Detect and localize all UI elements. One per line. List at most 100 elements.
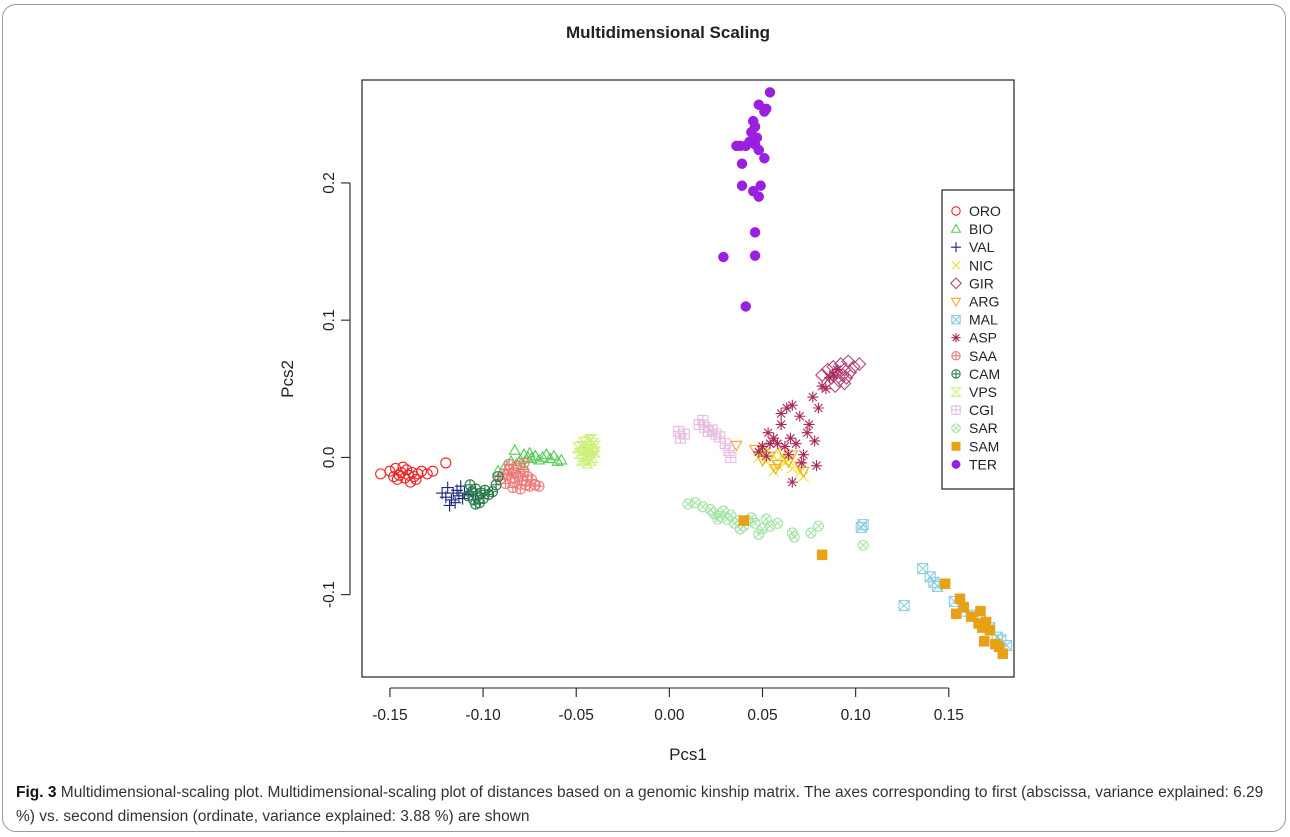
data-point xyxy=(704,504,716,516)
data-point xyxy=(816,380,828,392)
data-point xyxy=(697,414,709,426)
data-point xyxy=(464,479,476,491)
data-point xyxy=(439,491,452,504)
data-point xyxy=(508,443,521,455)
x-tick-label: -0.15 xyxy=(372,707,407,724)
data-point xyxy=(784,432,796,444)
legend-marker xyxy=(951,314,961,325)
x-axis-label: Pcs1 xyxy=(669,745,707,764)
legend-label: SAM xyxy=(969,438,999,454)
data-point xyxy=(678,428,690,440)
data-point xyxy=(571,442,585,454)
x-tick-label: -0.10 xyxy=(465,707,501,724)
data-point xyxy=(975,605,986,617)
data-point xyxy=(809,435,821,447)
data-point xyxy=(470,498,482,510)
y-tick-label: 0.2 xyxy=(321,172,338,194)
data-point xyxy=(523,446,536,458)
data-point xyxy=(533,480,545,492)
data-point xyxy=(736,180,748,191)
data-point xyxy=(384,465,396,477)
legend-marker xyxy=(951,206,961,216)
legend-entry-arg: ARG xyxy=(950,294,999,310)
data-point xyxy=(786,399,798,411)
data-point xyxy=(831,364,843,376)
legend-marker xyxy=(951,459,961,469)
data-point xyxy=(689,497,702,509)
legend-label: GIR xyxy=(969,275,994,291)
data-point xyxy=(581,457,594,469)
chart-title: Multidimensional Scaling xyxy=(566,23,770,42)
data-point xyxy=(768,432,780,444)
data-point xyxy=(797,449,809,461)
y-axis: -0.1 0.0 0.1 0.2 xyxy=(321,172,351,608)
data-point xyxy=(725,451,737,463)
legend-entry-val: VAL xyxy=(950,239,995,255)
legend-label: CAM xyxy=(969,366,1000,382)
y-tick-label: -0.1 xyxy=(321,581,338,608)
data-point xyxy=(797,466,810,478)
data-point xyxy=(719,438,731,450)
data-point xyxy=(757,440,769,452)
legend-entry-cam: CAM xyxy=(951,366,1000,382)
data-point xyxy=(507,482,519,494)
data-point xyxy=(441,481,454,494)
data-point xyxy=(391,473,403,485)
legend-label: MAL xyxy=(969,312,998,328)
series-oro xyxy=(375,457,452,488)
data-point xyxy=(793,461,806,473)
series-sar xyxy=(682,497,869,551)
data-point xyxy=(958,601,969,613)
data-point xyxy=(753,191,765,202)
data-point xyxy=(837,376,852,391)
data-point xyxy=(939,578,951,589)
data-point xyxy=(857,519,869,531)
plot-area xyxy=(361,79,1015,678)
y-axis-label: Pcs2 xyxy=(278,360,297,398)
data-point xyxy=(779,440,791,452)
legend-entry-nic: NIC xyxy=(951,257,993,273)
legend: ORO BIO VAL NIC GIR ARG MAL ASP SAA CAM VPS CGI SAR S… xyxy=(941,189,1015,490)
data-point xyxy=(397,461,409,473)
legend-marker xyxy=(951,423,961,433)
series-cam xyxy=(462,471,504,510)
data-point xyxy=(529,449,542,461)
data-point xyxy=(764,438,776,450)
legend-marker xyxy=(951,260,961,270)
legend-entry-sam: SAM xyxy=(951,438,999,454)
data-point xyxy=(540,448,553,459)
y-tick-label: 0.0 xyxy=(321,446,338,468)
legend-label: TER xyxy=(969,456,997,472)
data-point xyxy=(771,517,783,529)
data-point xyxy=(731,140,742,152)
caption-label: Fig. 3 xyxy=(16,784,57,801)
data-point xyxy=(755,180,766,191)
legend-marker xyxy=(949,277,963,290)
data-point xyxy=(749,250,761,261)
data-point xyxy=(673,425,685,437)
data-point xyxy=(852,357,867,372)
legend-entry-bio: BIO xyxy=(950,221,993,237)
data-point xyxy=(762,427,774,439)
data-point xyxy=(416,465,428,477)
legend-label: ARG xyxy=(969,294,999,310)
data-point xyxy=(812,402,824,414)
data-point xyxy=(514,483,526,495)
data-point xyxy=(846,359,861,374)
data-point xyxy=(547,449,561,461)
data-point xyxy=(395,466,407,479)
data-point xyxy=(781,402,793,414)
data-point xyxy=(816,549,828,561)
data-point xyxy=(723,445,735,457)
data-point xyxy=(588,440,602,452)
data-point xyxy=(718,251,729,263)
data-point xyxy=(811,460,823,472)
data-point xyxy=(997,648,1009,659)
data-point xyxy=(820,383,832,395)
data-point xyxy=(951,608,962,620)
legend-label: CGI xyxy=(969,402,994,418)
data-point xyxy=(803,418,815,430)
legend-entry-mal: MAL xyxy=(951,312,998,328)
data-point xyxy=(389,462,402,474)
caption-text: Multidimensional-scaling plot. Multidime… xyxy=(16,784,1264,825)
